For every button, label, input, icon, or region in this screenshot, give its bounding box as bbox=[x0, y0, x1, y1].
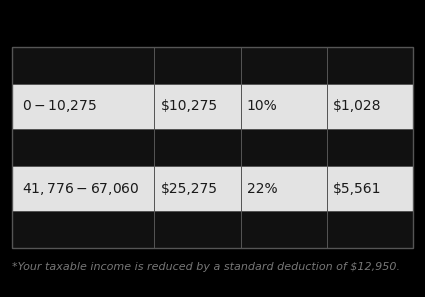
Bar bbox=[327, 47, 413, 84]
Text: $41,776 - $67,060: $41,776 - $67,060 bbox=[22, 181, 139, 197]
Text: 10%: 10% bbox=[246, 99, 278, 113]
Bar bbox=[154, 166, 241, 211]
Bar bbox=[12, 166, 154, 211]
Text: $1,028: $1,028 bbox=[333, 99, 381, 113]
Bar bbox=[154, 129, 241, 166]
Text: *Your taxable income is reduced by a standard deduction of $12,950.: *Your taxable income is reduced by a sta… bbox=[12, 262, 400, 272]
Bar bbox=[327, 166, 413, 211]
Bar bbox=[12, 129, 154, 166]
Bar bbox=[241, 84, 327, 129]
Bar bbox=[327, 129, 413, 166]
Text: $0 - $10,275: $0 - $10,275 bbox=[22, 99, 97, 114]
Bar bbox=[241, 47, 327, 84]
Text: 22%: 22% bbox=[246, 181, 277, 195]
Bar bbox=[241, 211, 327, 248]
Bar bbox=[154, 84, 241, 129]
Bar bbox=[12, 47, 413, 248]
Bar bbox=[327, 84, 413, 129]
Bar bbox=[12, 84, 154, 129]
Bar bbox=[241, 166, 327, 211]
Bar bbox=[154, 47, 241, 84]
Text: $25,275: $25,275 bbox=[160, 181, 218, 195]
Bar bbox=[241, 129, 327, 166]
Bar bbox=[12, 47, 154, 84]
Text: $10,275: $10,275 bbox=[160, 99, 218, 113]
Text: $5,561: $5,561 bbox=[333, 181, 381, 195]
Bar bbox=[327, 211, 413, 248]
Bar bbox=[154, 211, 241, 248]
Bar bbox=[12, 211, 154, 248]
